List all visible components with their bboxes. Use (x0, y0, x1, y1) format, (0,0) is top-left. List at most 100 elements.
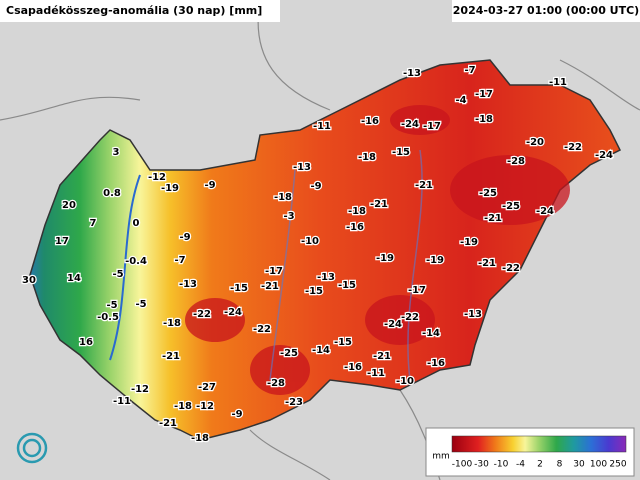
station-value: -12 (131, 384, 149, 395)
station-value: -13 (403, 68, 421, 79)
station-value: -21 (478, 258, 496, 269)
station-value: -21 (370, 199, 388, 210)
station-value: -11 (313, 121, 331, 132)
legend-tick: 100 (590, 460, 607, 470)
station-value: 20 (62, 200, 76, 211)
station-value: -19 (376, 253, 394, 264)
station-value: -18 (274, 192, 292, 203)
station-value: -18 (475, 114, 493, 125)
station-value: -24 (595, 150, 613, 161)
station-value: -24 (384, 319, 402, 330)
station-value: -24 (401, 119, 419, 130)
station-value: -25 (502, 201, 520, 212)
station-value: -23 (285, 397, 303, 408)
station-value: -22 (253, 324, 271, 335)
station-value: -9 (204, 180, 215, 191)
station-value: -15 (305, 286, 323, 297)
station-value: -5 (106, 300, 117, 311)
legend-tick: -4 (516, 460, 525, 470)
station-value: -21 (261, 281, 279, 292)
logo (16, 432, 48, 464)
station-value: -21 (162, 351, 180, 362)
legend-tick: 30 (573, 460, 585, 470)
station-value: -18 (348, 206, 366, 217)
station-value: -13 (464, 309, 482, 320)
station-value: 17 (55, 236, 69, 247)
timestamp: 2024-03-27 01:00 (00:00 UTC) (453, 4, 639, 17)
station-value: -17 (265, 266, 283, 277)
station-value: -12 (148, 172, 166, 183)
station-value: -16 (427, 358, 445, 369)
station-value: 14 (67, 273, 81, 284)
dark-zones (185, 105, 570, 395)
station-value: -17 (423, 121, 441, 132)
station-value: -21 (415, 180, 433, 191)
station-value: -12 (196, 401, 214, 412)
station-value: -18 (358, 152, 376, 163)
station-value: -15 (392, 147, 410, 158)
title: Csapadékösszeg-anomália (30 nap) [mm] (6, 4, 262, 17)
station-value: -4 (455, 95, 466, 106)
station-value: -19 (460, 237, 478, 248)
station-value: -9 (310, 181, 321, 192)
station-value: 7 (90, 218, 97, 229)
station-value: -14 (312, 345, 330, 356)
station-value: -13 (293, 162, 311, 173)
station-value: -16 (361, 116, 379, 127)
labels: -13 -7 -11 -4 -17 -11 -16 -24 -17 -18 -20 -22 -24 -18… (21, 64, 615, 446)
river (109, 174, 141, 361)
station-value: -15 (334, 337, 352, 348)
station-value: -25 (479, 188, 497, 199)
station-value: -5 (112, 269, 123, 280)
timestamp-box (452, 0, 640, 22)
station-value: -19 (161, 183, 179, 194)
station-value: 16 (79, 337, 93, 348)
station-value: -7 (174, 255, 185, 266)
title-box (0, 0, 280, 22)
station-value: -20 (526, 137, 544, 148)
station-value: -21 (484, 213, 502, 224)
station-value: -28 (507, 156, 525, 167)
station-value: -24 (536, 206, 554, 217)
legend-tick: 2 (537, 460, 543, 470)
station-value: -13 (317, 272, 335, 283)
station-value: -9 (179, 232, 190, 243)
station-value: -9 (231, 409, 242, 420)
station-value: -21 (159, 418, 177, 429)
river (269, 149, 423, 381)
station-value: -11 (113, 396, 131, 407)
legend-tick: 250 (609, 460, 626, 470)
station-value: -21 (373, 351, 391, 362)
station-value: 30 (22, 275, 36, 286)
station-value: -25 (280, 348, 298, 359)
station-value: -14 (422, 328, 440, 339)
station-value: -10 (301, 236, 319, 247)
legend-ticks: -100 -30 -10 -4 2 8 30 100 250 (452, 460, 627, 470)
station-value: -7 (464, 65, 475, 76)
station-value: -22 (502, 263, 520, 274)
station-value: -16 (344, 362, 362, 373)
station-value: -22 (564, 142, 582, 153)
station-value: -22 (193, 309, 211, 320)
station-value: -0.5 (97, 312, 119, 323)
station-value: -13 (179, 279, 197, 290)
station-value: -16 (346, 222, 364, 233)
station-value: -15 (338, 280, 356, 291)
legend-bar (451, 435, 627, 453)
legend-tick: -30 (474, 460, 489, 470)
station-value: -17 (475, 89, 493, 100)
station-value: -11 (549, 77, 567, 88)
station-value: -0.4 (125, 256, 147, 267)
station-value: -11 (367, 368, 385, 379)
station-value: -24 (224, 307, 242, 318)
legend-unit: mm (432, 452, 450, 462)
legend-tick: 8 (557, 460, 563, 470)
station-value: -15 (230, 283, 248, 294)
station-value: -10 (396, 376, 414, 387)
station-value: -28 (267, 378, 285, 389)
station-value: -19 (426, 255, 444, 266)
station-value: -17 (408, 285, 426, 296)
legend-tick: -100 (452, 460, 473, 470)
